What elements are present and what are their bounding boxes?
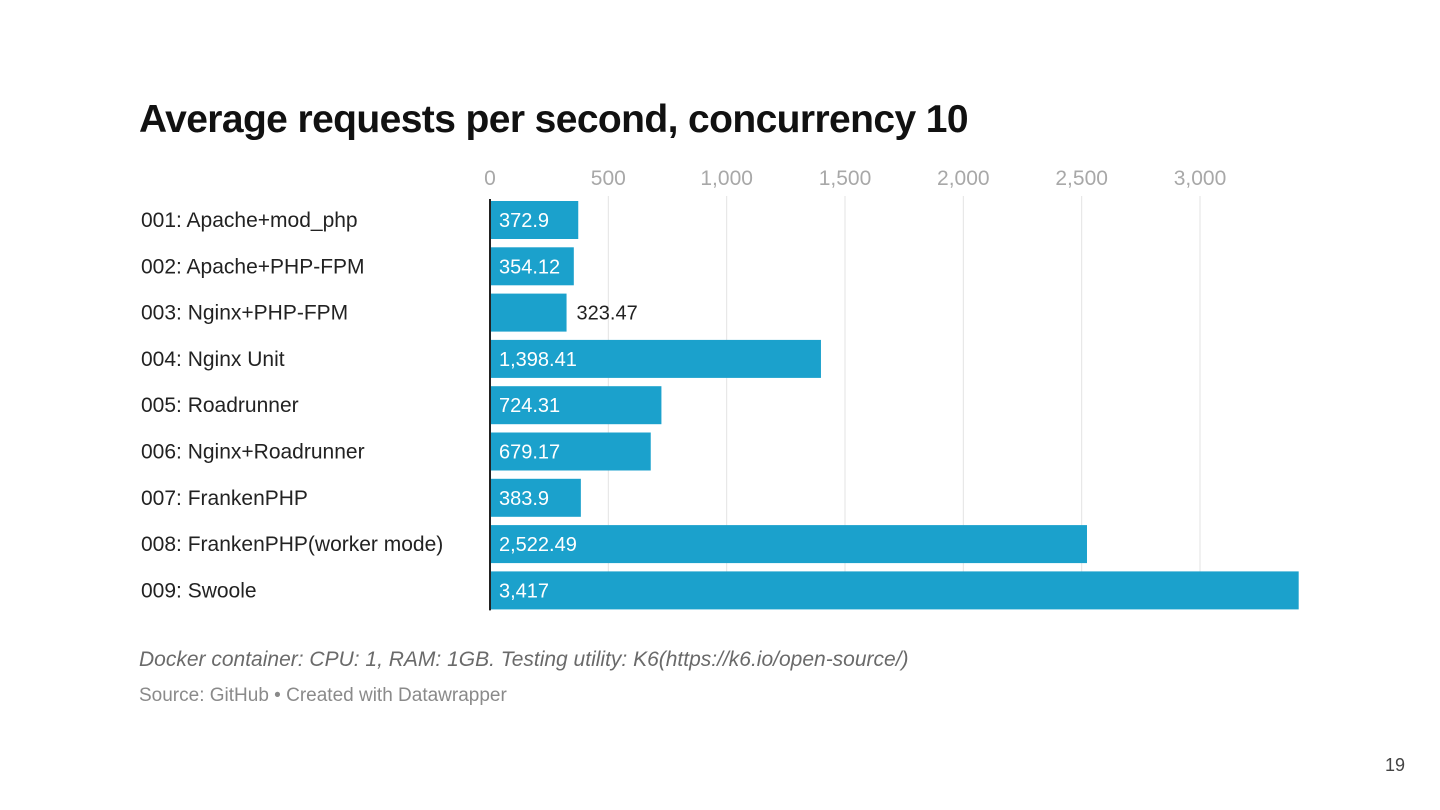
x-tick-label: 2,000 (937, 167, 990, 190)
data-label: 323.47 (577, 303, 638, 325)
category-label: 001: Apache+mod_php (141, 209, 358, 232)
data-label: 1,398.41 (499, 349, 577, 371)
x-tick-label: 1,000 (700, 167, 753, 190)
category-label: 003: Nginx+PHP-FPM (141, 302, 348, 325)
category-label: 004: Nginx Unit (141, 348, 285, 371)
gridlines (607, 196, 1201, 610)
bar (490, 201, 579, 239)
bar (490, 571, 1299, 610)
x-tick-label: 1,500 (819, 167, 872, 190)
bar (490, 432, 651, 471)
page-number: 19 (1385, 755, 1406, 775)
chart-title: Average requests per second, concurrency… (139, 98, 969, 141)
data-label: 354.12 (499, 256, 560, 278)
x-tick-label: 500 (591, 167, 626, 190)
category-label: 005: Roadrunner (141, 394, 299, 417)
bar-chart: 0 500 1,000 1,500 2,000 2,500 3,000 001: Apach… (141, 167, 1299, 611)
category-label: 009: Swoole (141, 579, 257, 602)
bar (490, 478, 581, 517)
data-label: 724.31 (499, 395, 560, 417)
data-label: 3,417 (499, 580, 549, 602)
x-tick-label: 2,500 (1055, 167, 1108, 190)
data-label: 2,522.49 (499, 534, 577, 556)
bar (490, 339, 821, 378)
category-label: 007: FrankenPHP (141, 487, 308, 510)
category-label: 006: Nginx+Roadrunner (141, 441, 365, 464)
data-label: 372.9 (499, 210, 549, 232)
x-tick-label: 0 (484, 167, 496, 190)
bar (490, 525, 1087, 564)
bar (490, 247, 574, 286)
x-axis-ticks: 0 500 1,000 1,500 2,000 2,500 3,000 (484, 167, 1226, 190)
category-label: 008: FrankenPHP(worker mode) (141, 533, 443, 556)
chart-notes: Docker container: CPU: 1, RAM: 1GB. Test… (139, 648, 909, 671)
chart-source: Source: GitHub • Created with Datawrappe… (139, 685, 507, 706)
category-label: 002: Apache+PHP-FPM (141, 255, 365, 278)
data-label: 383.9 (499, 488, 549, 510)
x-tick-label: 3,000 (1174, 167, 1227, 190)
bar (490, 386, 662, 425)
data-label: 679.17 (499, 442, 560, 464)
bar (490, 293, 567, 332)
category-labels: 001: Apache+mod_php 372.9 002: Apache+PHP-… (141, 209, 638, 602)
bars (490, 201, 1299, 610)
